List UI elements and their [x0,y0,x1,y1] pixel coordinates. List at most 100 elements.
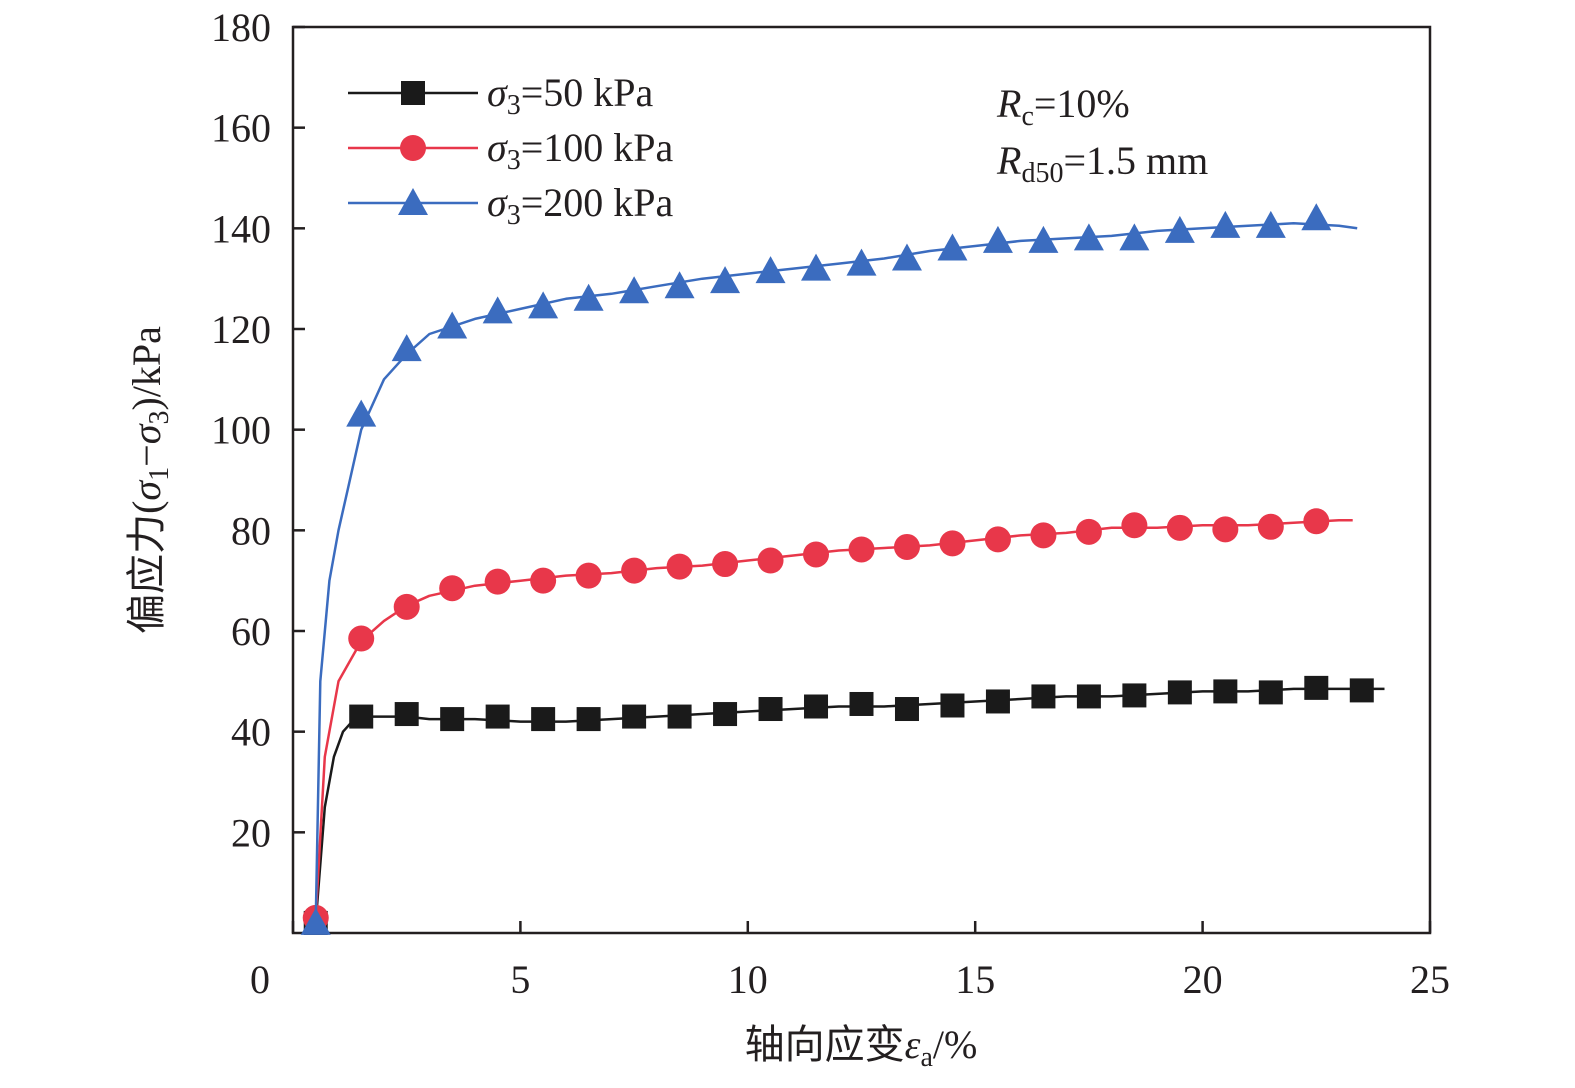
series-1-point [894,697,919,722]
series-2-point [575,562,602,589]
x-tick-label: 5 [510,957,530,1002]
series-3-point [1301,203,1332,231]
series-2-point [621,557,648,584]
legend-label-symbol: σ [487,180,508,225]
y-axis-title: 偏应力(σ1−σ3)/kPa [124,326,175,634]
series-3-point [982,225,1013,253]
series-2-point [348,625,375,652]
series-3 [300,203,1358,935]
series-1-point [1122,683,1147,708]
series-3-point [391,334,422,362]
series-3-point [937,233,968,261]
x-tick-label: 10 [728,957,768,1002]
axis-ticks: 0 5 10 15 20 25 20 40 60 80 100 120 140 160 180 [211,5,1450,1002]
y-tick-label: 80 [231,508,271,553]
series-1-point [1076,684,1101,709]
y-tick-label: 160 [211,106,271,151]
series-2-point [984,526,1011,553]
series-1-point [622,704,647,729]
y-tick-label: 180 [211,5,271,50]
y-axis-title-subscript-2: 3 [144,411,175,425]
legend-label-value: =100 kPa [521,125,674,170]
series-2-point [393,593,420,620]
legend-label: σ3=50 kPa [487,70,654,121]
y-tick-label: 120 [211,307,271,352]
y-axis-title-minus: − [124,444,169,467]
y-tick-label: 100 [211,408,271,453]
annotation-rd50-subscript: d50 [1021,158,1063,189]
series-1-point [985,689,1010,714]
series-1-point [576,707,601,732]
series-1-point [804,694,829,719]
series-1-point [849,691,874,716]
y-tick-label: 140 [211,206,271,251]
legend-label-subscript: 3 [507,90,521,121]
y-tick-label: 40 [231,710,271,755]
series-3-point [482,296,513,324]
y-axis-title-subscript-1: 1 [144,467,175,481]
annotation-rc-value: =10% [1034,81,1130,126]
series-2-point [1257,513,1284,540]
series-3-point [619,276,650,304]
series-2-point [666,553,693,580]
series-2-point [803,541,830,568]
series-3-point [891,243,922,271]
legend-marker [398,188,428,215]
series-1-point [1258,680,1283,705]
series-3-line [314,222,1358,923]
series-3-point [846,248,877,276]
series-2-point [484,568,511,595]
series-2 [302,508,1353,931]
annotation-rc-symbol: R [996,81,1021,126]
legend-label-symbol: σ [487,125,508,170]
series-2-point [939,530,966,557]
series-3-point [664,271,695,299]
legend-label-value: =200 kPa [521,180,674,225]
series-1-point [1349,678,1374,703]
legend-label-value: =50 kPa [521,70,654,115]
svg-text:Rc=10%: Rc=10% [996,81,1130,132]
legend-item-1: σ3=50 kPa [348,70,654,121]
x-tick-label: 15 [955,957,995,1002]
y-axis-title-symbol-2: σ [124,423,169,444]
series-1-point [758,697,783,722]
series-3-point [437,311,468,339]
series-2-point [1303,508,1330,535]
series-3-point [755,256,786,284]
x-axis-title-subscript: a [920,1042,933,1073]
svg-text:Rd50=1.5 mm: Rd50=1.5 mm [996,138,1208,189]
y-axis-title-suffix: )/kPa [124,326,169,411]
series-1-point [440,707,465,732]
legend-label-symbol: σ [487,70,508,115]
series-3-point [1255,210,1286,238]
series-1-point [394,702,419,727]
y-axis-title-symbol-1: σ [124,480,169,501]
annotation-rd50: Rd50=1.5 mm [996,138,1208,189]
legend-label: σ3=200 kPa [487,180,674,231]
series-2-point [1212,516,1239,543]
series-3-point [528,291,559,319]
annotation-rd50-value: =1.5 mm [1063,138,1208,183]
series-1-point [485,704,510,729]
annotation-rd50-symbol: R [996,138,1021,183]
series-3-point [1028,225,1059,253]
y-axis-title-prefix: 偏应力( [124,501,169,634]
x-tick-label: 25 [1410,957,1450,1002]
series-2-point [1166,514,1193,541]
series-1 [303,675,1385,935]
series-1-point [940,693,965,718]
annotation-rc-subscript: c [1021,101,1033,132]
series-1-point [1031,684,1056,709]
series-1-point [1167,680,1192,705]
series-2-point [893,533,920,560]
annotation-rc: Rc=10% [996,81,1130,132]
series-1-line [314,687,1385,923]
series-2-point [848,536,875,563]
plot-frame [291,25,1432,935]
series-2-point [757,547,784,574]
series-2-point [1121,512,1148,539]
series-3-point [1073,223,1104,251]
x-axis-title-suffix: /% [933,1022,977,1067]
y-tick-label: 60 [231,609,271,654]
